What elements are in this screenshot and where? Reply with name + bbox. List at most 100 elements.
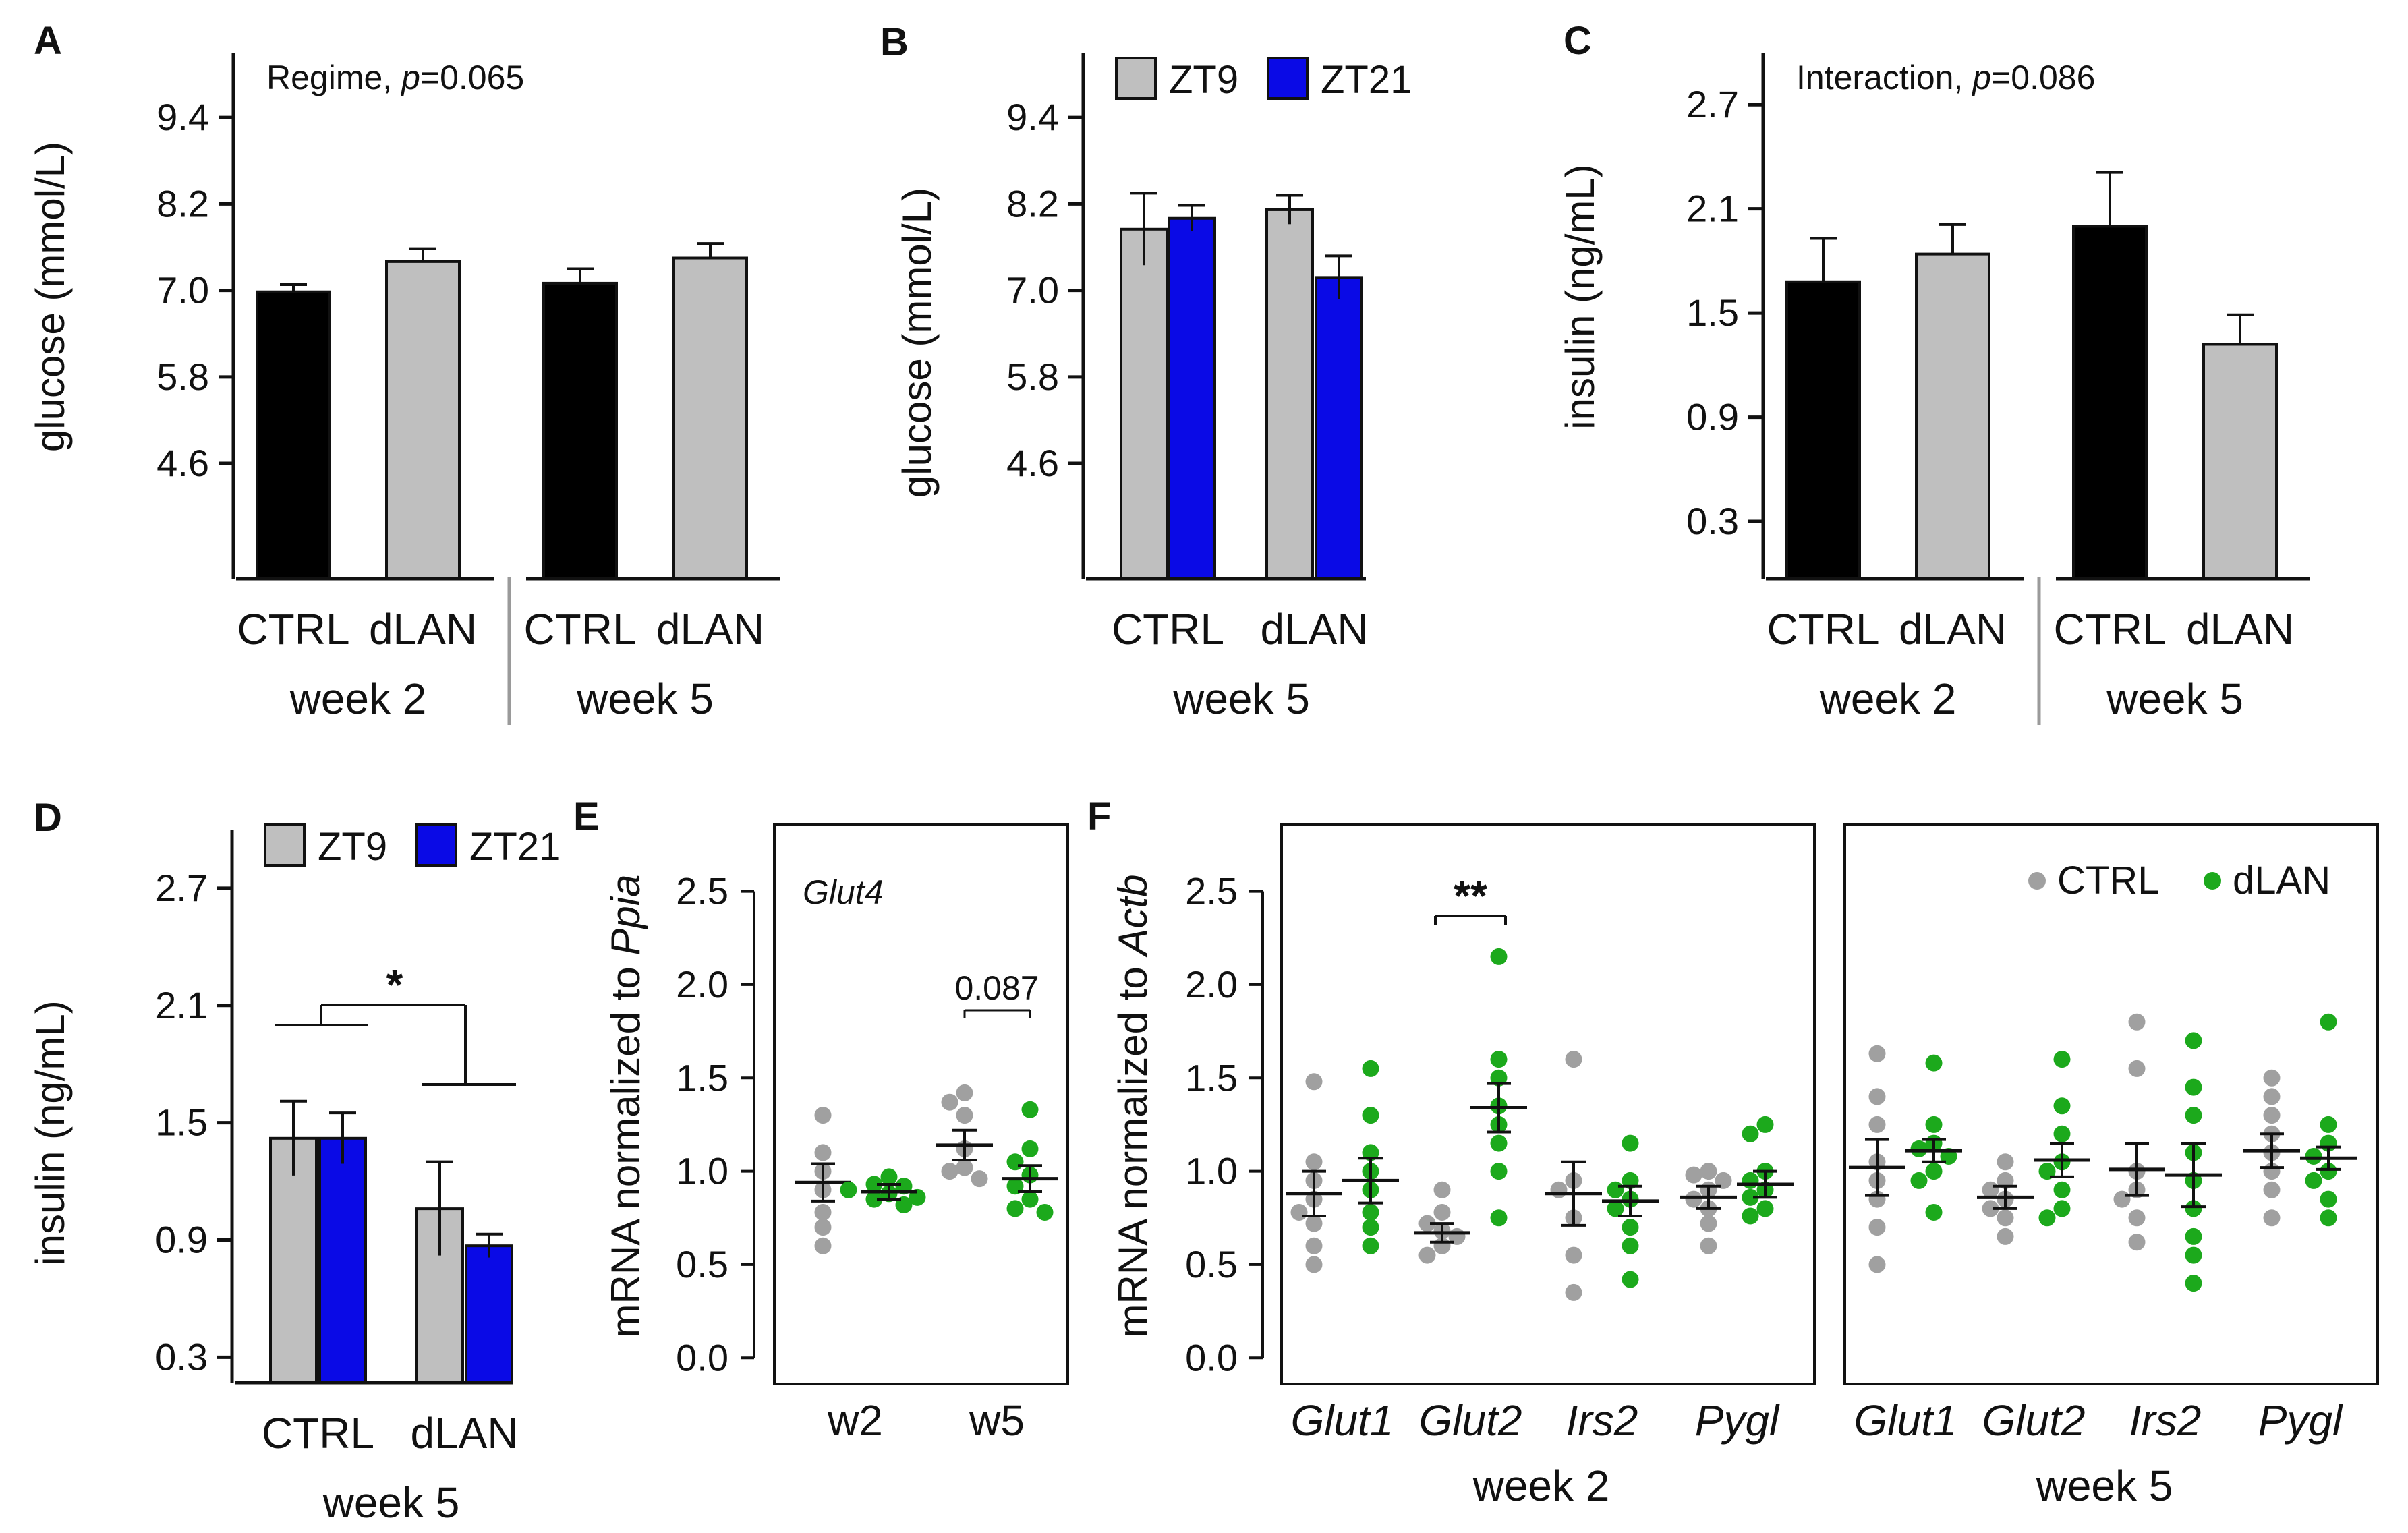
legend-label: ZT21 (1321, 58, 1412, 102)
x-category-label: CTRL (1767, 605, 1879, 654)
y-tick-label: 4.6 (156, 442, 209, 484)
data-point (1997, 1209, 2014, 1227)
data-point (1550, 1181, 1568, 1198)
y-tick-label: 9.4 (1006, 96, 1059, 138)
data-point (1362, 1144, 1379, 1161)
error-bar (1276, 194, 1303, 225)
y-tick-label: 2.1 (1686, 187, 1739, 230)
data-point (1418, 1246, 1436, 1264)
data-point (1305, 1237, 1323, 1254)
data-point (880, 1168, 898, 1186)
data-point (1021, 1101, 1039, 1118)
bar-ctrl-week2 (1785, 280, 1861, 580)
data-point (895, 1196, 913, 1213)
data-point (2053, 1097, 2071, 1115)
y-axis-D: 0.3 0.9 1.5 2.1 2.7 (155, 830, 234, 1383)
group-label: week 5 (576, 674, 714, 723)
plot-frame (1280, 823, 1816, 1385)
legend: ZT9 ZT21 (264, 823, 561, 869)
data-point (1305, 1215, 1323, 1232)
data-point (2128, 1234, 2146, 1251)
data-point (1685, 1190, 1702, 1208)
data-point (1700, 1237, 1717, 1254)
error-bar (476, 1232, 503, 1258)
y-tick-label: 8.2 (1006, 182, 1059, 225)
data-point (1622, 1271, 1639, 1288)
panel-label-e: E (573, 794, 600, 838)
data-point (1997, 1153, 2014, 1171)
group-label: week 2 (1472, 1462, 1610, 1510)
data-point (814, 1144, 832, 1161)
y-tick-label: 1.5 (1185, 1056, 1238, 1099)
y-axis-label-gene: Ppia (603, 875, 648, 956)
data-point (2053, 1051, 2071, 1068)
data-point (1715, 1172, 1732, 1189)
data-point (865, 1190, 883, 1208)
data-point (956, 1107, 973, 1124)
bar-ctrl-zt21 (318, 1136, 367, 1385)
gene-label: Pygl (2258, 1396, 2343, 1445)
data-point (2263, 1181, 2281, 1198)
data-point (1305, 1256, 1323, 1273)
data-point (1622, 1172, 1639, 1189)
bar-dlan-week5 (672, 256, 748, 580)
data-point (2305, 1172, 2322, 1189)
y-tick-label: 0.9 (155, 1218, 208, 1261)
data-point (1685, 1166, 1702, 1184)
group-label: week 5 (1172, 674, 1310, 723)
data-point (814, 1203, 832, 1221)
data-point (2320, 1163, 2337, 1180)
significance-stars: ** (1454, 871, 1487, 920)
data-point (1490, 948, 1508, 965)
data-point (2053, 1125, 2071, 1142)
error-bar (1939, 223, 1966, 254)
y-axis-label-gene: Actb (1110, 875, 1155, 958)
x-category-label: w2 (827, 1396, 883, 1445)
data-point (2263, 1088, 2281, 1105)
bar-dlan-week5 (2202, 343, 2278, 580)
data-point (1036, 1203, 1054, 1221)
legend-dot-ctrl (2028, 872, 2046, 890)
data-point (2038, 1163, 2056, 1180)
legend-swatch-zt21 (1267, 57, 1309, 100)
error-bar (2227, 313, 2254, 345)
legend-swatch-zt21 (415, 823, 457, 867)
data-point (1868, 1045, 1886, 1062)
data-point (1565, 1283, 1582, 1301)
data-point (2185, 1275, 2202, 1292)
data-point (1021, 1190, 1039, 1208)
legend-label: dLAN (2233, 859, 2330, 902)
bar-dlan-week2 (1915, 252, 1990, 580)
y-axis-label: insulin (ng/mL) (1557, 164, 1603, 430)
error-bar (2096, 171, 2123, 227)
bar-ctrl-week2 (256, 290, 331, 580)
data-point (1490, 1069, 1508, 1087)
error-bar (1325, 254, 1352, 299)
y-axis-A: 4.6 5.8 7.0 8.2 9.4 (156, 53, 235, 579)
y-tick-label: 7.0 (156, 269, 209, 312)
bar-ctrl-zt21 (1168, 216, 1216, 580)
data-point (1433, 1181, 1451, 1198)
y-tick-label: 2.7 (155, 867, 208, 909)
data-point (1925, 1163, 1943, 1180)
y-tick-label: 1.0 (1185, 1150, 1238, 1192)
data-point (956, 1159, 973, 1176)
data-point (1742, 1207, 1759, 1225)
y-tick-label: 1.5 (1686, 291, 1739, 334)
y-tick-label: 8.2 (156, 182, 209, 225)
data-point (1021, 1140, 1039, 1157)
x-category-label: dLAN (1260, 605, 1368, 654)
data-point (2320, 1013, 2337, 1031)
legend-dot-dlan (2204, 872, 2221, 890)
y-axis-label: glucose (mmol/L) (28, 142, 73, 452)
y-axis-C: 0.3 0.9 1.5 2.1 2.7 (1686, 53, 1765, 579)
y-tick-label: 0.5 (1185, 1243, 1238, 1285)
data-point (2053, 1200, 2071, 1217)
group-label: week 5 (322, 1478, 460, 1527)
data-point (1362, 1237, 1379, 1254)
data-point (1362, 1107, 1379, 1124)
data-point (2320, 1209, 2337, 1227)
comparison-label: 0.087 (954, 969, 1039, 1007)
data-point (1362, 1203, 1379, 1221)
data-point (1006, 1153, 1024, 1171)
